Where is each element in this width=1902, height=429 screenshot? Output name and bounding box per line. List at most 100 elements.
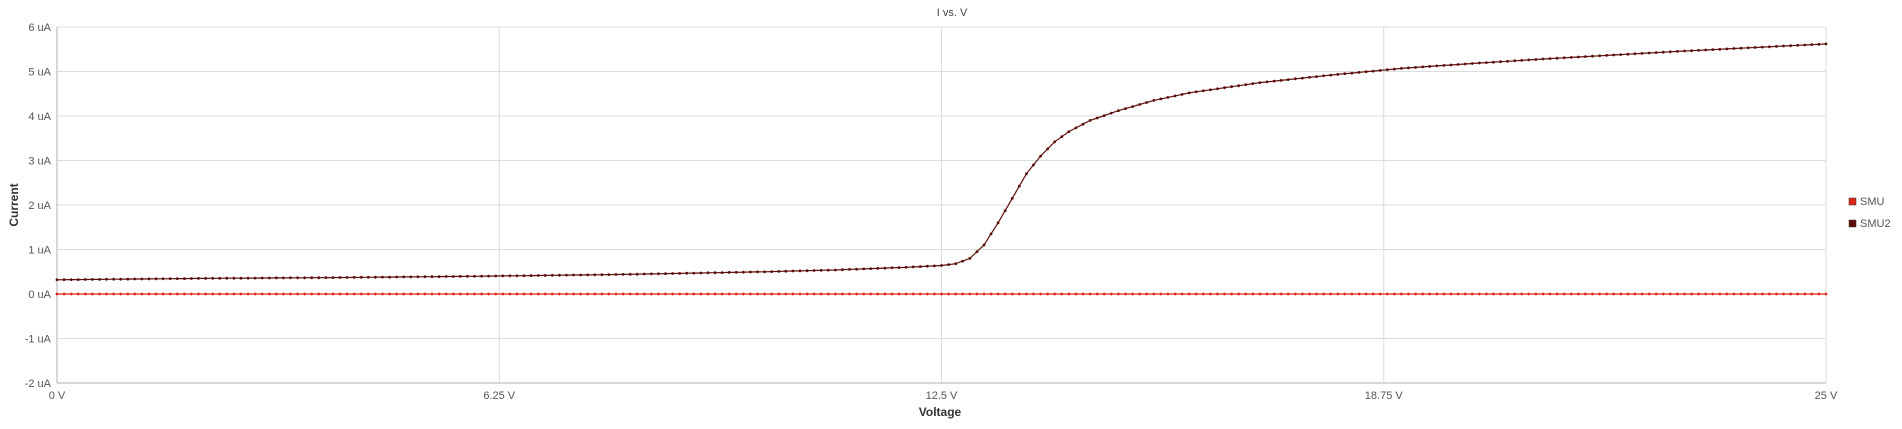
data-point <box>1463 292 1467 296</box>
x-tick-label: 18.75 V <box>1365 390 1404 402</box>
data-point <box>1612 292 1616 296</box>
data-point <box>1548 292 1552 296</box>
data-point <box>324 292 328 296</box>
data-point <box>1272 292 1276 296</box>
data-point <box>869 292 873 296</box>
data-point <box>218 276 222 280</box>
data-point <box>678 292 682 296</box>
data-point <box>423 275 427 279</box>
data-point <box>1428 65 1432 68</box>
data-point <box>1449 292 1453 296</box>
data-point <box>1286 292 1290 296</box>
data-point <box>374 292 377 296</box>
data-point <box>1067 292 1071 296</box>
data-point <box>996 292 1000 296</box>
data-point <box>366 292 370 296</box>
data-point <box>1506 59 1509 63</box>
data-point <box>501 292 505 296</box>
data-point <box>416 275 420 279</box>
data-point <box>480 274 483 278</box>
data-point <box>1159 292 1163 296</box>
data-point <box>1753 46 1757 49</box>
data-point <box>734 292 738 296</box>
data-point <box>925 264 929 268</box>
data-point <box>685 292 689 296</box>
data-point <box>352 292 356 296</box>
x-tick-label: 6.25 V <box>483 390 515 402</box>
data-point <box>1654 51 1658 54</box>
data-point <box>1378 292 1382 296</box>
data-point <box>296 292 299 296</box>
data-point <box>1485 292 1488 296</box>
data-point <box>890 292 894 296</box>
data-point <box>133 277 137 281</box>
data-point <box>1039 154 1042 158</box>
data-point <box>451 292 455 296</box>
data-point <box>275 292 278 296</box>
data-point <box>1095 292 1099 296</box>
data-point <box>642 292 646 296</box>
data-point <box>239 292 243 296</box>
data-point <box>112 277 115 281</box>
data-point <box>1676 292 1679 296</box>
data-point <box>1010 292 1014 296</box>
data-point <box>1010 196 1014 200</box>
data-point <box>451 275 455 278</box>
data-point <box>1520 292 1524 296</box>
data-point <box>975 250 979 254</box>
data-point <box>289 276 292 280</box>
data-point <box>69 278 73 281</box>
data-point <box>727 271 731 274</box>
data-point <box>1145 101 1149 104</box>
data-point <box>1117 109 1120 113</box>
data-point <box>1315 292 1318 296</box>
data-point <box>466 274 469 278</box>
legend-label: SMU <box>1860 196 1885 208</box>
data-point <box>1782 44 1785 48</box>
data-point <box>204 292 208 296</box>
data-point <box>119 277 123 281</box>
data-point <box>1492 60 1495 64</box>
data-point <box>1421 292 1425 296</box>
data-point <box>1230 85 1233 89</box>
data-point <box>1308 292 1311 296</box>
data-point <box>1173 94 1177 98</box>
data-point <box>1789 44 1792 48</box>
data-point <box>430 275 434 279</box>
data-point <box>1456 63 1460 66</box>
data-point <box>1477 61 1481 65</box>
data-point <box>1612 53 1616 57</box>
data-point <box>260 276 264 280</box>
data-point <box>1060 292 1064 296</box>
data-point <box>925 292 929 296</box>
data-point <box>168 292 172 296</box>
data-point <box>1541 292 1545 296</box>
data-point <box>1180 93 1184 96</box>
data-point <box>1067 130 1071 134</box>
data-point <box>1003 209 1007 213</box>
data-point <box>423 292 427 296</box>
data-point <box>749 270 752 274</box>
data-point <box>1576 292 1580 296</box>
data-point <box>1598 292 1601 296</box>
data-point <box>657 272 660 276</box>
data-point <box>197 277 200 280</box>
data-point <box>720 292 724 296</box>
data-point <box>579 292 582 296</box>
data-point <box>742 292 745 296</box>
data-point <box>911 265 915 269</box>
data-point <box>770 270 774 273</box>
data-point <box>933 292 936 296</box>
y-tick-label: 1 uA <box>28 245 51 257</box>
data-point <box>1569 292 1573 296</box>
data-point <box>720 271 724 274</box>
data-point <box>621 292 625 296</box>
data-point <box>381 275 384 279</box>
data-point <box>685 271 689 275</box>
data-point <box>91 278 94 281</box>
data-point <box>1159 97 1163 101</box>
data-point <box>140 292 144 296</box>
data-point <box>402 292 406 296</box>
data-point <box>1775 45 1778 48</box>
data-point <box>890 266 894 270</box>
